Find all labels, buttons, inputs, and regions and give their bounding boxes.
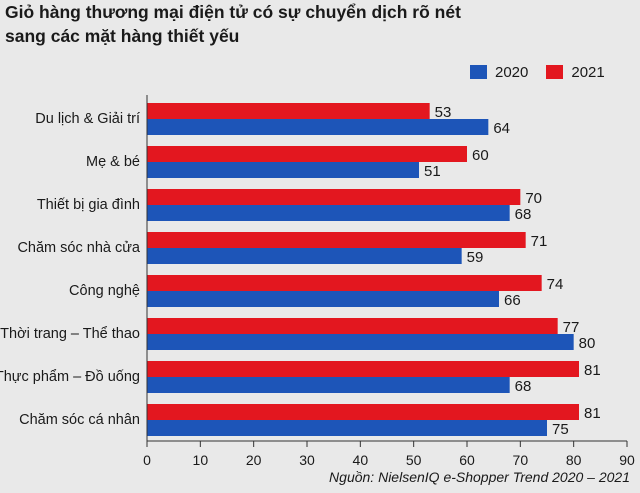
bar-2021-cat-5 xyxy=(147,318,558,334)
bar-2020-cat-2 xyxy=(147,205,510,221)
bar-2021-cat-0 xyxy=(147,103,430,119)
chart-title: Giỏ hàng thương mại điện tử có sự chuyển… xyxy=(5,0,630,48)
title-line-2: sang các mặt hàng thiết yếu xyxy=(5,26,240,46)
x-tick-label-50: 50 xyxy=(406,452,422,468)
bar-2020-cat-5 xyxy=(147,334,574,350)
legend-item-2021: 2021 xyxy=(546,63,605,81)
category-label-cat-7: Chăm sóc cá nhân xyxy=(19,412,140,428)
data-label-2020-cat-0: 64 xyxy=(493,120,510,137)
bar-2020-cat-6 xyxy=(147,377,510,393)
category-label-cat-6: Thực phẩm – Đồ uống xyxy=(0,369,140,385)
data-label-2020-cat-1: 51 xyxy=(424,163,441,180)
legend-swatch-2021 xyxy=(546,65,564,79)
legend: 2020 2021 xyxy=(470,62,623,82)
category-label-cat-3: Chăm sóc nhà cửa xyxy=(17,240,140,256)
x-tick-label-80: 80 xyxy=(566,452,582,468)
x-tick-label-90: 90 xyxy=(619,452,635,468)
category-label-cat-0: Du lịch & Giải trí xyxy=(35,111,140,127)
data-label-2020-cat-4: 66 xyxy=(504,292,521,309)
bar-2020-cat-0 xyxy=(147,119,489,135)
x-tick-label-10: 10 xyxy=(193,452,209,468)
x-tick-label-70: 70 xyxy=(513,452,529,468)
bar-2021-cat-1 xyxy=(147,146,467,162)
source-note: Nguồn: NielsenIQ e-Shopper Trend 2020 – … xyxy=(329,469,630,485)
data-label-2021-cat-5: 77 xyxy=(563,319,580,336)
category-label-cat-1: Mẹ & bé xyxy=(86,154,140,170)
bar-2020-cat-7 xyxy=(147,420,547,436)
category-label-cat-5: Thời trang – Thể thao xyxy=(0,326,140,342)
data-label-2021-cat-6: 81 xyxy=(584,362,601,379)
legend-item-2020: 2020 xyxy=(470,64,528,81)
legend-swatch-2020 xyxy=(470,65,487,79)
bar-2021-cat-6 xyxy=(147,361,579,377)
bar-2021-cat-3 xyxy=(147,232,526,248)
title-line-1: Giỏ hàng thương mại điện tử có sự chuyển… xyxy=(5,2,461,22)
category-label-cat-2: Thiết bị gia đình xyxy=(37,197,140,213)
bar-2020-cat-4 xyxy=(147,291,499,307)
data-label-2020-cat-7: 75 xyxy=(552,421,569,438)
data-label-2021-cat-0: 53 xyxy=(435,104,452,121)
data-label-2020-cat-5: 80 xyxy=(579,335,596,352)
bar-2020-cat-1 xyxy=(147,162,419,178)
data-label-2021-cat-3: 71 xyxy=(531,233,548,250)
data-label-2021-cat-2: 70 xyxy=(525,190,542,207)
data-label-2021-cat-7: 81 xyxy=(584,405,601,422)
bar-2021-cat-4 xyxy=(147,275,542,291)
data-label-2021-cat-4: 74 xyxy=(547,276,564,293)
bar-2021-cat-7 xyxy=(147,404,579,420)
bar-2021-cat-2 xyxy=(147,189,521,205)
x-tick-label-30: 30 xyxy=(299,452,315,468)
data-label-2021-cat-1: 60 xyxy=(472,147,489,164)
x-tick-label-0: 0 xyxy=(143,452,151,468)
category-label-cat-4: Công nghệ xyxy=(69,283,140,299)
data-label-2020-cat-6: 68 xyxy=(515,378,532,395)
bar-2020-cat-3 xyxy=(147,248,462,264)
data-label-2020-cat-3: 59 xyxy=(467,249,484,266)
legend-label-2021: 2021 xyxy=(571,63,605,81)
x-tick-label-40: 40 xyxy=(353,452,369,468)
x-tick-label-20: 20 xyxy=(246,452,262,468)
legend-label-2020: 2020 xyxy=(495,63,529,81)
data-label-2020-cat-2: 68 xyxy=(515,206,532,223)
x-tick-label-60: 60 xyxy=(459,452,475,468)
